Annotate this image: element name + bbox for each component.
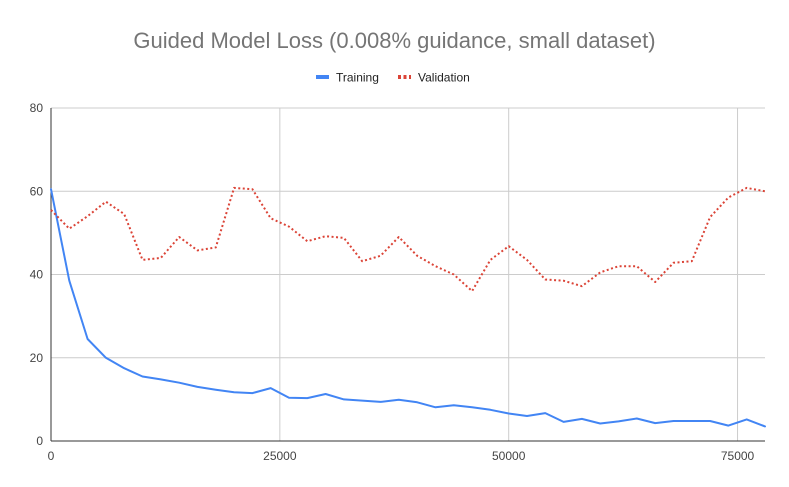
legend-label-training: Training bbox=[336, 71, 379, 85]
series-line-validation bbox=[50, 186, 766, 293]
axes bbox=[50, 108, 765, 442]
y-tick-label: 80 bbox=[30, 101, 44, 115]
x-tick-label: 0 bbox=[48, 449, 55, 463]
x-tick-label: 25000 bbox=[263, 449, 297, 463]
series-layer bbox=[50, 186, 766, 428]
x-tick-label: 75000 bbox=[721, 449, 755, 463]
y-tick-label: 20 bbox=[30, 351, 44, 365]
legend-label-validation: Validation bbox=[418, 71, 470, 85]
chart-title: Guided Model Loss (0.008% guidance, smal… bbox=[133, 28, 655, 53]
y-tick-label: 60 bbox=[30, 184, 44, 198]
x-tick-label: 50000 bbox=[492, 449, 526, 463]
y-tick-label: 40 bbox=[30, 268, 44, 282]
series-line-training bbox=[50, 188, 766, 428]
y-tick-label: 0 bbox=[36, 434, 43, 448]
gridlines bbox=[51, 107, 765, 441]
legend: Training Validation bbox=[316, 71, 470, 85]
tick-labels: 0 20 40 60 80 0 25000 50000 75000 bbox=[30, 101, 755, 463]
